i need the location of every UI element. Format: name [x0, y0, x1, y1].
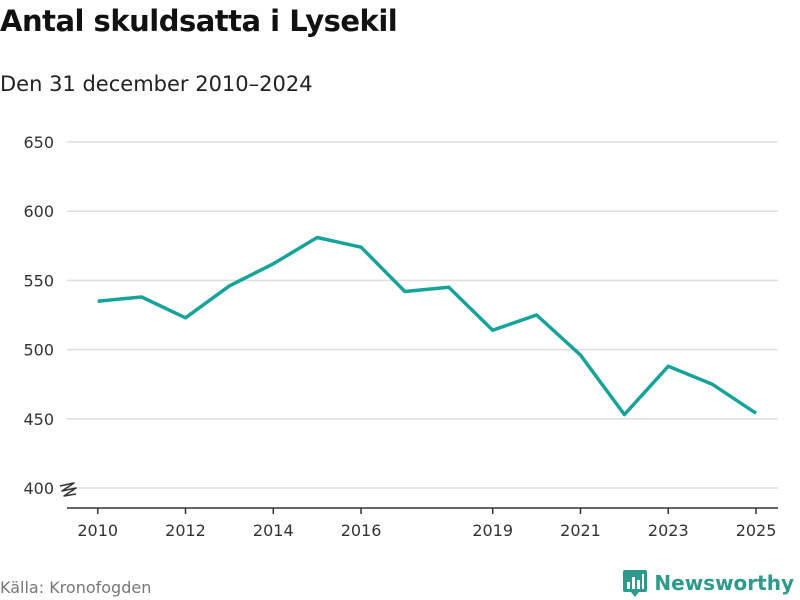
- x-tick-label: 2025: [736, 521, 777, 540]
- x-tick-label: 2021: [560, 521, 601, 540]
- source-note: Källa: Kronofogden: [0, 578, 152, 597]
- data-point: [579, 353, 583, 357]
- data-point: [710, 382, 714, 386]
- y-axis-break-icon: [59, 482, 77, 497]
- x-tick-label: 2016: [341, 521, 382, 540]
- x-tick-label: 2010: [77, 521, 118, 540]
- series-line: [97, 235, 758, 417]
- data-point: [666, 364, 670, 368]
- data-point: [271, 262, 275, 266]
- brand-name: Newsworthy: [654, 571, 794, 595]
- data-point: [315, 235, 319, 239]
- y-tick-label: 550: [23, 271, 54, 290]
- y-tick-label: 500: [23, 341, 54, 360]
- chart-subtitle: Den 31 december 2010–2024: [0, 72, 313, 96]
- y-tick-label: 650: [23, 133, 54, 152]
- data-point: [535, 313, 539, 317]
- x-tick-label: 2019: [472, 521, 513, 540]
- x-tick-label: 2012: [165, 521, 206, 540]
- data-point: [184, 316, 188, 320]
- data-point: [96, 299, 100, 303]
- brand-logo: Newsworthy: [622, 568, 794, 598]
- data-point: [754, 411, 758, 415]
- data-point: [227, 284, 231, 288]
- data-point: [403, 289, 407, 293]
- data-point: [359, 245, 363, 249]
- y-tick-label: 600: [23, 202, 54, 221]
- chart-title: Antal skuldsatta i Lysekil: [0, 4, 398, 38]
- data-point: [140, 295, 144, 299]
- x-tick-label: 2023: [648, 521, 689, 540]
- data-point: [447, 285, 451, 289]
- newsworthy-logo-icon: [623, 570, 648, 597]
- y-tick-label: 450: [23, 410, 54, 429]
- y-tick-label: 400: [23, 479, 54, 498]
- x-tick-label: 2014: [253, 521, 294, 540]
- data-point: [491, 328, 495, 332]
- data-point: [622, 413, 626, 417]
